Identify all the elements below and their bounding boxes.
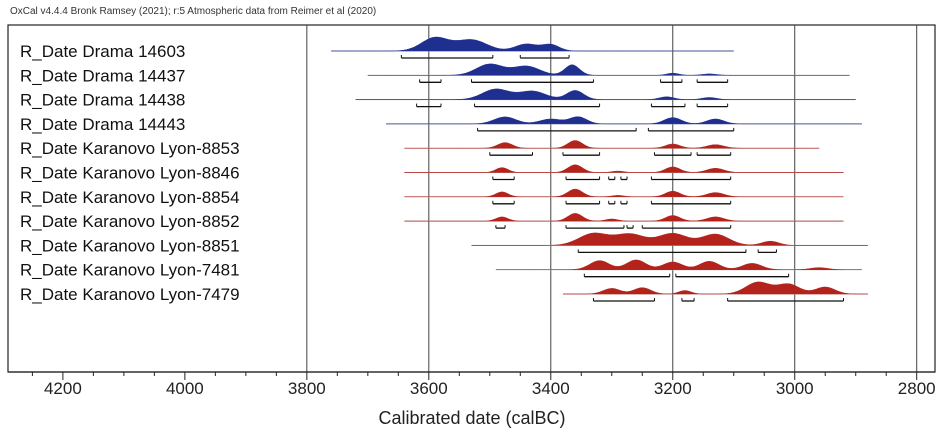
probability-distribution (563, 281, 868, 295)
row-label: R_Date Karanovo Lyon-8846 (20, 164, 240, 183)
date-row: R_Date Karanovo Lyon-8854 (20, 188, 844, 207)
row-label: R_Date Drama 14437 (20, 66, 185, 85)
x-tick-label: 2800 (898, 379, 936, 398)
date-row: R_Date Karanovo Lyon-7481 (20, 259, 862, 280)
x-tick-label: 3600 (410, 379, 448, 398)
row-label: R_Date Drama 14603 (20, 42, 185, 61)
date-row: R_Date Karanovo Lyon-8853 (20, 139, 820, 158)
row-label: R_Date Drama 14443 (20, 115, 185, 134)
probability-distribution (404, 140, 820, 149)
date-rows: R_Date Drama 14603 R_Date Drama 14437 R_Da… (20, 36, 868, 304)
x-tick-label: 3000 (776, 379, 814, 398)
date-row: R_Date Karanovo Lyon-8852 (20, 212, 844, 231)
probability-distribution (331, 36, 734, 52)
date-row: R_Date Karanovo Lyon-7479 (20, 281, 868, 304)
x-tick-label: 4000 (166, 379, 204, 398)
date-row: R_Date Drama 14437 (20, 63, 850, 85)
probability-distribution (495, 259, 862, 270)
date-row: R_Date Karanovo Lyon-8851 (20, 232, 868, 255)
probability-distribution (404, 164, 844, 173)
row-label: R_Date Karanovo Lyon-8851 (20, 236, 240, 255)
probability-distribution (386, 116, 862, 125)
probability-distribution (355, 88, 856, 100)
probability-distribution (471, 232, 868, 246)
probability-distribution (404, 213, 844, 222)
x-tick-label: 4200 (44, 379, 82, 398)
probability-distribution (367, 63, 850, 76)
row-label: R_Date Karanovo Lyon-8852 (20, 212, 240, 231)
chart-header: OxCal v4.4.4 Bronk Ramsey (2021); r:5 At… (10, 6, 376, 17)
x-tick-label: 3800 (288, 379, 326, 398)
vertical-gridlines (306, 25, 918, 372)
row-label: R_Date Karanovo Lyon-7479 (20, 285, 240, 304)
x-axis: 4200 4000 3800 3600 3400 3200 3000 2800 (31, 372, 936, 398)
date-row: R_Date Drama 14443 (20, 115, 862, 134)
x-tick-label: 3400 (532, 379, 570, 398)
row-label: R_Date Karanovo Lyon-8854 (20, 188, 240, 207)
date-row: R_Date Drama 14603 (20, 36, 734, 61)
row-label: R_Date Karanovo Lyon-8853 (20, 139, 240, 158)
row-label: R_Date Drama 14438 (20, 91, 185, 110)
x-axis-label: Calibrated date (calBC) (378, 408, 565, 428)
date-row: R_Date Karanovo Lyon-8846 (20, 164, 844, 183)
date-row: R_Date Drama 14438 (20, 88, 856, 110)
x-tick-label: 3200 (654, 379, 692, 398)
row-label: R_Date Karanovo Lyon-7481 (20, 261, 240, 280)
probability-distribution (404, 188, 844, 198)
